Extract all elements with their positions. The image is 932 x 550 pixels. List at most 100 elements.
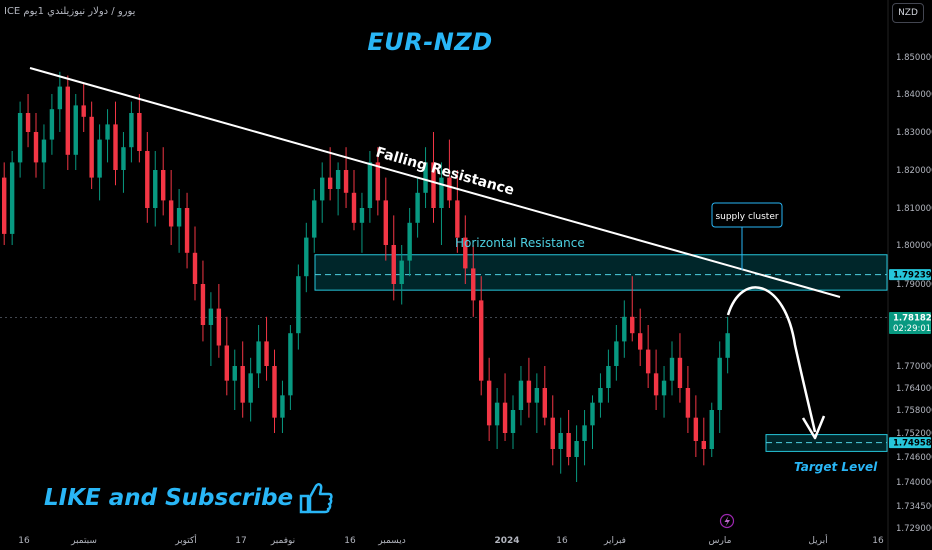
symbol-label[interactable]: يورو / دولار نيوزيلندي 1يوم ICE — [4, 6, 136, 17]
y-tick-label: 1.764000 — [896, 384, 932, 394]
candle — [113, 101, 118, 186]
candle-body — [73, 105, 78, 155]
candle-body — [550, 417, 555, 449]
x-tick-label: أكتوبر — [174, 534, 197, 546]
x-tick-label: 16 — [18, 536, 30, 546]
candle — [359, 192, 365, 253]
candle-body — [351, 192, 357, 223]
candle-body — [622, 316, 627, 342]
candle — [709, 402, 714, 457]
candle — [129, 101, 134, 163]
candle-body — [566, 433, 571, 457]
candle — [606, 349, 611, 403]
candle-body — [725, 333, 730, 358]
y-tick-label: 1.752000 — [896, 429, 932, 439]
candle-body — [192, 252, 198, 284]
candle-body — [216, 308, 222, 346]
price-badge-bg — [889, 269, 931, 281]
candle-body — [304, 237, 309, 277]
candle — [367, 151, 373, 223]
candle — [121, 132, 126, 193]
candle-body — [248, 373, 253, 403]
lightning-icon — [719, 513, 735, 529]
candle-body — [486, 380, 492, 426]
candle — [304, 222, 309, 293]
candle — [89, 101, 94, 189]
x-tick-label: فبراير — [603, 536, 626, 546]
candle-body — [471, 268, 476, 301]
candle-body — [264, 341, 269, 366]
candle-body — [81, 105, 86, 117]
lightning-icon-bolt — [724, 516, 730, 527]
candle-body — [129, 113, 134, 148]
currency-badge[interactable]: NZD — [892, 3, 924, 23]
candle — [494, 388, 500, 449]
candle-body — [343, 170, 349, 193]
candle-body — [359, 208, 365, 223]
candle-body — [494, 402, 500, 426]
x-tick-label: نوفمبر — [270, 536, 295, 546]
candle — [81, 82, 86, 132]
candle-body — [240, 366, 245, 403]
candle — [558, 417, 563, 474]
candle — [264, 316, 269, 381]
candle-body — [327, 177, 333, 189]
candle — [200, 260, 206, 342]
y-tick-label: 1.790000 — [896, 280, 932, 290]
candle — [272, 349, 277, 433]
candle — [638, 308, 643, 366]
candle — [486, 357, 492, 441]
candle — [725, 316, 730, 374]
candle-body — [455, 200, 460, 238]
candle-body — [200, 284, 206, 325]
cta-text: LIKE and Subscribe — [44, 485, 294, 511]
candle — [176, 189, 182, 253]
candle — [161, 147, 166, 216]
candle — [33, 113, 39, 178]
candle — [105, 109, 110, 163]
y-tick-label: 1.729000 — [896, 524, 932, 534]
candle — [41, 124, 47, 189]
price-badge-value: 1.792397 — [893, 271, 932, 281]
candle — [399, 245, 404, 305]
candle-body — [232, 366, 237, 381]
candle-body — [121, 147, 126, 170]
candle — [415, 177, 420, 238]
lightning-icon-ring — [719, 513, 735, 529]
candle-body — [312, 200, 317, 238]
candle-body — [431, 162, 436, 208]
candle-body — [582, 425, 587, 441]
candle — [653, 349, 659, 410]
candle — [717, 341, 722, 433]
candle — [566, 410, 571, 466]
candle-body — [598, 388, 603, 403]
candle-body — [320, 177, 325, 201]
candle-body — [97, 139, 102, 178]
candle-body — [463, 237, 468, 269]
y-axis: 1.850000 1.840000 1.830000 1.820000 1.810000… — [887, 0, 932, 550]
thumbs-up-icon — [299, 483, 333, 514]
candle-body — [33, 132, 39, 163]
y-tick-label: 1.840000 — [896, 90, 932, 100]
candle-body — [407, 222, 412, 261]
candle — [542, 366, 547, 426]
candle-body — [645, 349, 651, 374]
y-tick-label: 1.830000 — [896, 128, 932, 138]
candle — [630, 276, 635, 342]
candle — [598, 373, 603, 418]
candle — [423, 147, 428, 208]
candle-body — [423, 162, 428, 193]
x-tick-label: أبريل — [808, 534, 827, 546]
candle-body — [685, 388, 691, 418]
candle-body — [105, 124, 110, 140]
x-tick-label: 16 — [872, 536, 884, 546]
candle — [669, 341, 675, 396]
candle — [590, 395, 595, 449]
candle-body — [542, 388, 547, 418]
x-axis: 16 سبتمبر أكتوبر 17 نوفمبر 16 ديسمبر 2024 16 فبرا… — [18, 534, 884, 546]
candle-body — [693, 417, 699, 441]
candle-body — [288, 333, 293, 396]
candle — [391, 215, 396, 301]
candle-body — [17, 113, 23, 163]
